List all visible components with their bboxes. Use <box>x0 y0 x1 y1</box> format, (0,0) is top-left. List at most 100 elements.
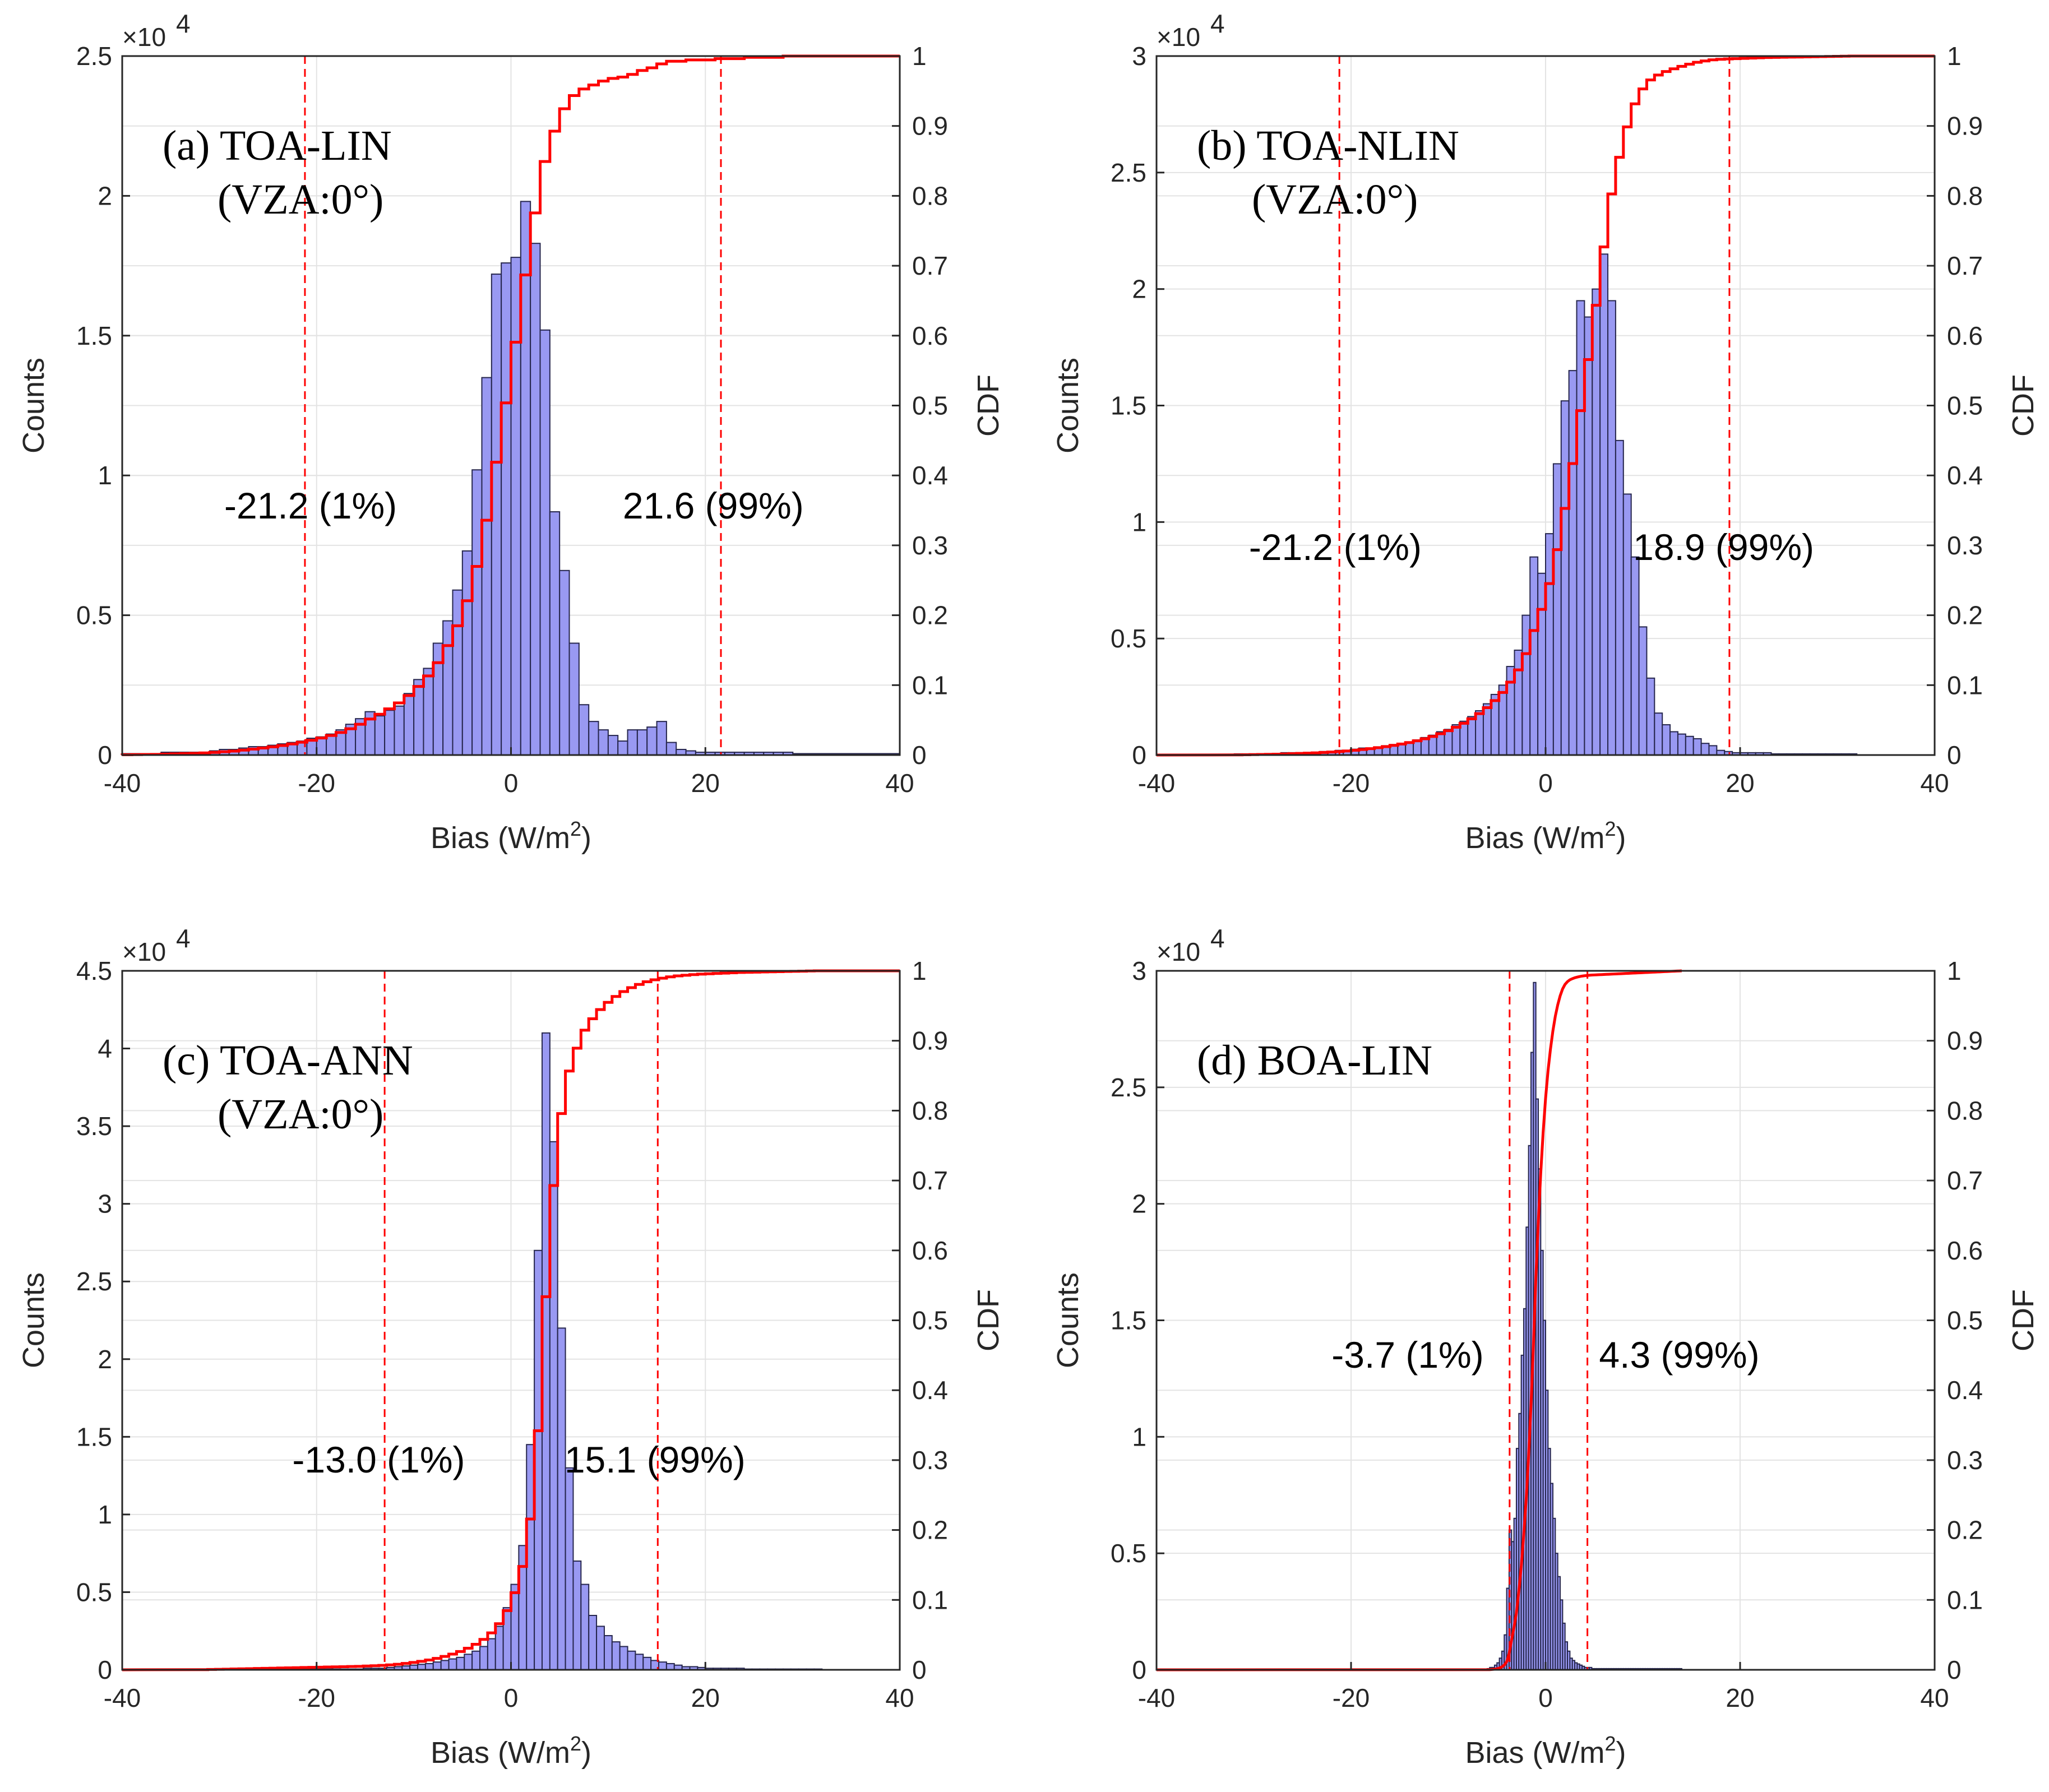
y-tick-label: 3 <box>1132 956 1146 985</box>
histogram-bar <box>520 201 531 756</box>
y-tick-label: 1.5 <box>1111 391 1146 420</box>
panel-title-line-1: (d) BOA-LIN <box>1197 1037 1432 1084</box>
y2-tick-label: 0.7 <box>1947 1166 1983 1195</box>
cdf-line <box>122 969 900 1671</box>
y2-tick-label: 0.6 <box>1947 321 1983 350</box>
y2-tick-label: 0.1 <box>912 670 948 700</box>
y-exponent-base: ×10 <box>1157 22 1200 52</box>
histogram-bar <box>578 704 590 756</box>
histogram-bar <box>549 511 561 756</box>
x-tick-label: 40 <box>1920 1683 1949 1712</box>
histogram-bar <box>471 469 483 756</box>
histogram-bar <box>1677 733 1686 756</box>
histogram-bar <box>432 642 444 756</box>
y2-tick-label: 0.1 <box>1947 1585 1983 1614</box>
x-axis-label-sup: 2 <box>570 817 581 840</box>
y2-tick-label: 0.3 <box>1947 1446 1983 1475</box>
histogram-bar <box>481 377 492 756</box>
panel-title-line-2: (VZA:0°) <box>218 176 383 223</box>
x-tick-label: 0 <box>504 1683 519 1712</box>
y-tick-label: 0.5 <box>1111 1539 1146 1568</box>
y2-tick-label: 0.6 <box>912 1236 948 1265</box>
y2-tick-label: 0.9 <box>1947 112 1983 141</box>
y2-tick-label: 0.4 <box>1947 1376 1983 1405</box>
y-tick-label: 1 <box>98 1500 112 1529</box>
histogram-bar <box>559 569 570 756</box>
x-tick-label: 0 <box>1538 768 1553 798</box>
histogram-bar <box>1638 626 1648 756</box>
x-tick-label: 20 <box>691 1683 720 1712</box>
x-axis-label-sup: 2 <box>1604 1732 1616 1755</box>
x-axis-label-text: Bias (W/m <box>431 821 570 855</box>
panel-title-line-1: (c) TOA-ANN <box>163 1037 413 1084</box>
x-axis-label-close: ) <box>581 1736 591 1770</box>
histogram-bar <box>1560 400 1570 756</box>
y2-tick-label: 0.2 <box>1947 1516 1983 1545</box>
histogram-bar <box>530 243 541 756</box>
histogram-bar <box>557 1327 566 1670</box>
y-tick-label: 2 <box>98 181 112 210</box>
histogram-bar <box>617 740 628 756</box>
y-tick-label: 2.5 <box>76 1267 112 1296</box>
x-tick-label: -40 <box>1138 768 1175 798</box>
histogram-bar <box>636 729 648 756</box>
histogram-bar <box>603 1635 613 1671</box>
percentile-annotation: 4.3 (99%) <box>1599 1334 1759 1376</box>
y2-tick-label: 0.6 <box>912 321 948 350</box>
x-tick-label: -20 <box>298 768 335 798</box>
histogram-bar <box>403 693 415 756</box>
x-tick-label: 20 <box>1726 768 1754 798</box>
histogram-bar <box>479 1646 488 1671</box>
y2-axis-label: CDF <box>972 374 1005 437</box>
histogram-bar <box>501 262 512 756</box>
histogram-bar <box>656 721 667 756</box>
y-exponent-base: ×10 <box>122 937 166 966</box>
histogram-bar <box>448 1658 457 1671</box>
histogram-bar <box>627 729 638 756</box>
percentile-annotation: 18.9 (99%) <box>1633 526 1814 568</box>
y-exponent-base: ×10 <box>122 22 166 52</box>
y-tick-label: 4.5 <box>76 956 112 985</box>
y2-tick-label: 0.4 <box>912 1376 948 1405</box>
histogram-bar <box>627 1650 636 1670</box>
histogram-bar <box>384 710 395 756</box>
x-tick-label: 0 <box>1538 1683 1553 1712</box>
y2-tick-label: 0.3 <box>1947 531 1983 560</box>
y2-tick-label: 0.5 <box>912 1306 948 1335</box>
histogram-bar <box>1700 743 1710 756</box>
histogram-bar <box>665 1663 675 1670</box>
histogram-bar <box>491 274 502 756</box>
y-tick-label: 0 <box>1132 740 1146 770</box>
x-axis-label-text: Bias (W/m <box>1465 821 1604 855</box>
panel-title-line-1: (b) TOA-NLIN <box>1197 122 1459 169</box>
y-tick-label: 1 <box>1132 1422 1146 1451</box>
x-tick-label: -20 <box>298 1683 335 1712</box>
histogram-bar <box>588 721 599 756</box>
histogram-bar <box>1685 735 1694 756</box>
y-axis-label: Counts <box>1051 358 1085 453</box>
panel-b: -40 -20 0 20 4000.511.522.5300.10.20.30.40.5… <box>1051 9 2040 855</box>
y-tick-label: 0.5 <box>1111 624 1146 653</box>
histogram-bar <box>394 705 405 756</box>
y2-axis-label: CDF <box>2006 1289 2040 1351</box>
y2-tick-label: 0.2 <box>912 601 948 630</box>
y-tick-label: 2.5 <box>1111 158 1146 187</box>
y2-tick-label: 0.8 <box>1947 181 1983 210</box>
y-tick-label: 2 <box>1132 275 1146 304</box>
x-tick-label: 40 <box>885 768 914 798</box>
x-tick-label: 20 <box>691 768 720 798</box>
percentile-annotation: -21.2 (1%) <box>224 485 397 526</box>
histogram-bar <box>658 1661 667 1671</box>
histogram-bar <box>1708 745 1718 756</box>
x-axis-label-sup: 2 <box>570 1732 581 1755</box>
percentile-annotation: 15.1 (99%) <box>565 1439 746 1480</box>
histogram-bar <box>316 736 327 756</box>
x-axis-label-text: Bias (W/m <box>431 1736 570 1770</box>
y2-tick-label: 0.2 <box>912 1516 948 1545</box>
histogram-bar <box>1662 724 1671 756</box>
panel-c: -40 -20 0 20 4000.511.522.533.544.500.10.20.… <box>17 924 1005 1770</box>
histogram-bar <box>642 1656 652 1670</box>
y-tick-label: 2 <box>1132 1189 1146 1219</box>
y2-tick-label: 1 <box>1947 956 1962 985</box>
